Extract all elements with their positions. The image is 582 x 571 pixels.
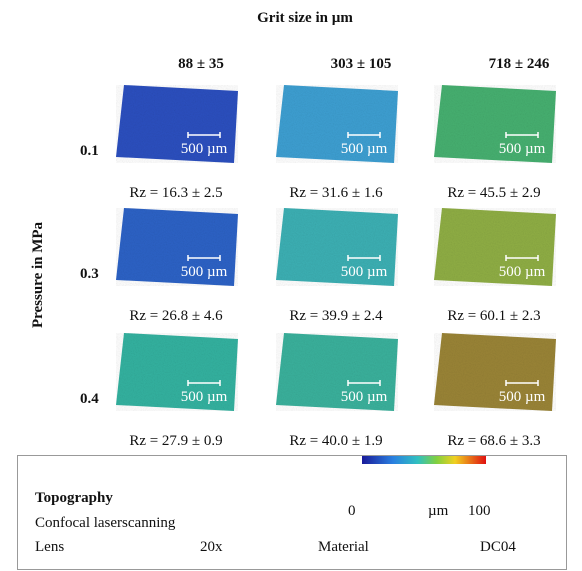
row-label: 0.1 bbox=[80, 143, 99, 159]
rz-value: Rz = 16.3 ± 2.5 bbox=[129, 185, 222, 201]
color-bar bbox=[362, 456, 486, 464]
scale-max: 100 bbox=[468, 503, 491, 519]
scale-label: 500 µm bbox=[181, 141, 228, 157]
scale-label: 500 µm bbox=[341, 141, 388, 157]
scale-label: 500 µm bbox=[499, 389, 546, 405]
rz-value: Rz = 68.6 ± 3.3 bbox=[447, 433, 540, 449]
column-header: 718 ± 246 bbox=[489, 56, 550, 72]
row-label: 0.3 bbox=[80, 266, 99, 282]
legend-lens-label: Lens bbox=[35, 539, 64, 555]
legend-method: Confocal laserscanning bbox=[35, 515, 176, 531]
scale-label: 500 µm bbox=[499, 141, 546, 157]
scale-label: 500 µm bbox=[181, 264, 228, 280]
legend-lens-value: 20x bbox=[200, 539, 223, 555]
legend-material-value: DC04 bbox=[480, 539, 516, 555]
title: Grit size in µm bbox=[257, 10, 353, 26]
rz-value: Rz = 27.9 ± 0.9 bbox=[129, 433, 222, 449]
row-label: 0.4 bbox=[80, 391, 99, 407]
scale-label: 500 µm bbox=[499, 264, 546, 280]
legend-material-label: Material bbox=[318, 539, 369, 555]
scale-label: 500 µm bbox=[341, 389, 388, 405]
scale-unit: µm bbox=[428, 503, 449, 519]
figure: Grit size in µm Pressure in MPa Topograp… bbox=[0, 0, 582, 571]
rz-value: Rz = 26.8 ± 4.6 bbox=[129, 308, 223, 324]
column-header: 303 ± 105 bbox=[331, 56, 392, 72]
axis-label: Pressure in MPa bbox=[30, 221, 46, 328]
rz-value: Rz = 45.5 ± 2.9 bbox=[447, 185, 540, 201]
rz-value: Rz = 39.9 ± 2.4 bbox=[289, 308, 383, 324]
scale-min: 0 bbox=[348, 503, 356, 519]
rz-value: Rz = 40.0 ± 1.9 bbox=[289, 433, 382, 449]
rz-value: Rz = 31.6 ± 1.6 bbox=[289, 185, 383, 201]
page: Grit size in µm Pressure in MPa Topograp… bbox=[0, 0, 582, 571]
rz-value: Rz = 60.1 ± 2.3 bbox=[447, 308, 540, 324]
legend-title: Topography bbox=[35, 490, 113, 506]
scale-label: 500 µm bbox=[181, 389, 228, 405]
column-header: 88 ± 35 bbox=[178, 56, 224, 72]
scale-label: 500 µm bbox=[341, 264, 388, 280]
